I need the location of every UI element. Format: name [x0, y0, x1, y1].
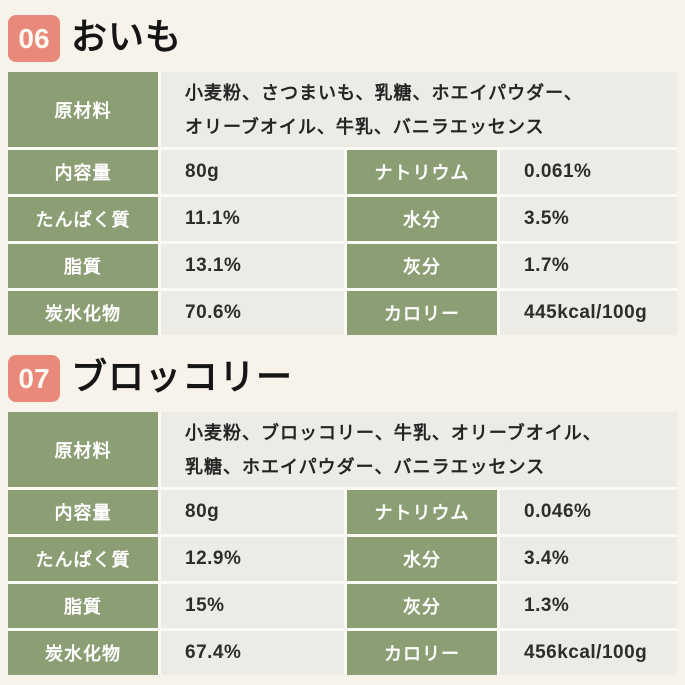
row-label: 脂質: [8, 584, 158, 628]
section-title: ブロッコリー: [71, 355, 294, 397]
row-value: 456kcal/100g: [500, 631, 677, 675]
section-number-badge: 06: [8, 15, 60, 62]
row-value: 67.4%: [161, 631, 344, 675]
row-value: 12.9%: [161, 537, 344, 581]
ingredients-line: 小麦粉、さつまいも、乳糖、ホエイパウダー、: [185, 82, 583, 103]
row-value: 3.4%: [500, 537, 677, 581]
row-label: 内容量: [8, 490, 158, 534]
row-label: 灰分: [347, 244, 497, 288]
row-value: 0.046%: [500, 490, 677, 534]
section-header-06: 06 おいも: [8, 15, 677, 62]
row-value: 0.061%: [500, 150, 677, 194]
row-value: 70.6%: [161, 291, 344, 335]
row-label: 水分: [347, 197, 497, 241]
row-label: 炭水化物: [8, 291, 158, 335]
ingredients-line: オリーブオイル、牛乳、バニラエッセンス: [185, 116, 545, 137]
row-label: 水分: [347, 537, 497, 581]
row-value: 1.7%: [500, 244, 677, 288]
section-title: おいも: [71, 15, 183, 57]
row-label: 脂質: [8, 244, 158, 288]
row-value: 15%: [161, 584, 344, 628]
section-number-badge: 07: [8, 355, 60, 402]
row-label: カロリー: [347, 291, 497, 335]
row-value: 445kcal/100g: [500, 291, 677, 335]
ingredients-line: 小麦粉、ブロッコリー、牛乳、オリーブオイル、: [185, 422, 602, 443]
row-label: たんぱく質: [8, 197, 158, 241]
nutrition-table-07: 原材料 小麦粉、ブロッコリー、牛乳、オリーブオイル、 乳糖、ホエイパウダー、バニ…: [8, 412, 677, 675]
ingredients-label: 原材料: [8, 412, 158, 487]
row-value: 1.3%: [500, 584, 677, 628]
row-label: 炭水化物: [8, 631, 158, 675]
ingredients-line: 乳糖、ホエイパウダー、バニラエッセンス: [185, 456, 546, 477]
nutrition-table-06: 原材料 小麦粉、さつまいも、乳糖、ホエイパウダー、 オリーブオイル、牛乳、バニラ…: [8, 72, 677, 335]
row-label: ナトリウム: [347, 150, 497, 194]
row-value: 3.5%: [500, 197, 677, 241]
row-label: 内容量: [8, 150, 158, 194]
section-header-07: 07 ブロッコリー: [8, 355, 677, 402]
row-value: 80g: [161, 150, 344, 194]
row-label: カロリー: [347, 631, 497, 675]
row-label: たんぱく質: [8, 537, 158, 581]
ingredients-value: 小麦粉、ブロッコリー、牛乳、オリーブオイル、 乳糖、ホエイパウダー、バニラエッセ…: [161, 412, 677, 487]
row-value: 80g: [161, 490, 344, 534]
row-label: 灰分: [347, 584, 497, 628]
ingredients-value: 小麦粉、さつまいも、乳糖、ホエイパウダー、 オリーブオイル、牛乳、バニラエッセン…: [161, 72, 677, 147]
row-label: ナトリウム: [347, 490, 497, 534]
row-value: 11.1%: [161, 197, 344, 241]
ingredients-label: 原材料: [8, 72, 158, 147]
row-value: 13.1%: [161, 244, 344, 288]
